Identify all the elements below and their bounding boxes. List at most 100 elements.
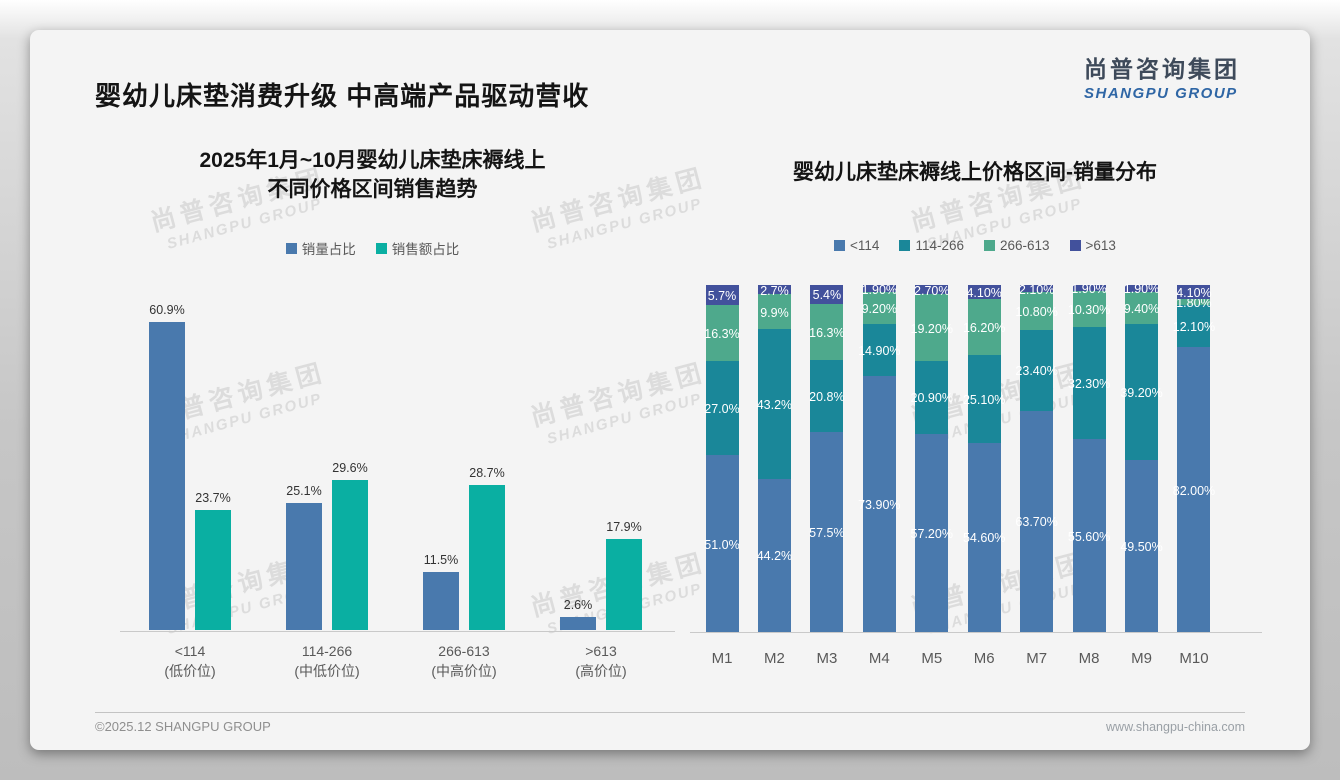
bar-value-label: 28.7% (469, 465, 505, 480)
segment->613-M6 (967, 285, 1001, 300)
segment-value-label: 32.30% (1067, 377, 1111, 392)
x-axis-label-line2: (高价位) (575, 663, 627, 680)
legend-swatch-icon (1069, 240, 1081, 251)
segment->613-M1 (705, 285, 739, 305)
legend-swatch-icon (375, 242, 387, 254)
segment-value-label: 16.3% (809, 326, 845, 341)
bar-销售额占比-266-613 (469, 484, 505, 630)
segment-<114-M2 (757, 478, 791, 632)
page-title: 婴幼儿床垫消费升级 中高端产品驱动营收 (95, 81, 590, 111)
legend-item: 销售额占比 (375, 238, 460, 258)
bar-销售额占比-114-266 (332, 480, 368, 630)
segment-114-266-M9 (1125, 324, 1159, 461)
segment-value-label: 1.90% (861, 282, 898, 297)
bar-销量占比->613 (560, 616, 596, 630)
left-chart-plot: 60.9% 25.1% 11.5% 2.6% 23.7% 29.6% 28.7% 17.9% (125, 285, 670, 630)
logo-english-text: SHANGPU GROUP (1084, 85, 1238, 102)
legend-item: 266-613 (983, 238, 1050, 253)
segment-266-613-M3 (810, 303, 844, 361)
segment-value-label: 5.4% (812, 288, 842, 303)
slide: 尚普咨询集团 SHANGPU GROUP 尚普咨询集团 SHANGPU GROUP 尚普… (30, 30, 1310, 750)
bar-销量占比-<114 (149, 321, 185, 630)
x-axis-label-M1: M1 (711, 650, 733, 667)
segment-114-266-M10 (1177, 305, 1211, 348)
right-chart-legend: <114 114-266 266-613 >613 (695, 238, 1255, 253)
legend-label: 销售额占比 (391, 242, 460, 257)
bar-value-label: 23.7% (195, 491, 231, 506)
legend-label: 销量占比 (301, 242, 356, 257)
bar-value-label: 60.9% (149, 302, 185, 317)
x-axis-label->613: >613 (高价位) (536, 641, 666, 682)
segment->613-M4 (862, 285, 896, 292)
segment-value-label: 23.40% (1015, 364, 1058, 379)
x-axis-label-M4: M4 (868, 650, 890, 667)
segment-114-266-M1 (705, 361, 739, 456)
segment->613-M5 (915, 285, 949, 295)
x-axis-label-M10: M10 (1179, 650, 1209, 667)
x-axis-label-line2: (中低价位) (294, 663, 360, 680)
segment->613-M3 (810, 285, 844, 304)
segment->613-M9 (1125, 285, 1159, 292)
x-axis-label-line2: (低价位) (164, 663, 216, 680)
segment->613-M8 (1072, 284, 1106, 292)
segment-<114-M6 (967, 442, 1001, 632)
segment-value-label: 20.90% (910, 391, 953, 406)
legend-item: >613 (1069, 238, 1116, 253)
segment-<114-M9 (1125, 460, 1159, 632)
segment-value-label: 1.80% (1176, 296, 1212, 311)
x-axis-label-M5: M5 (921, 650, 943, 667)
segment-value-label: 51.0% (704, 537, 740, 552)
x-axis-label-line1: <114 (174, 643, 206, 659)
x-axis-label-line1: 266-613 (438, 643, 490, 659)
segment-<114-M10 (1177, 347, 1211, 632)
segment-114-266-M6 (967, 355, 1001, 443)
bar-value-label: 29.6% (332, 461, 368, 476)
segment-<114-M4 (862, 375, 896, 632)
segment-value-label: 19.20% (910, 321, 953, 336)
segment-114-266-M5 (915, 361, 949, 434)
legend-label: 266-613 (999, 238, 1050, 253)
segment-value-label: 4.10% (1176, 286, 1212, 301)
legend-swatch-icon (899, 240, 911, 251)
x-axis-label-M3: M3 (816, 650, 838, 667)
legend-item: 114-266 (899, 238, 964, 253)
bar-value-label: 25.1% (286, 484, 322, 498)
x-axis-label-M8: M8 (1078, 650, 1100, 667)
segment-266-613-M4 (862, 291, 896, 324)
segment-114-266-M3 (810, 360, 844, 433)
segment-value-label: 43.2% (756, 397, 793, 412)
segment-<114-M7 (1020, 410, 1054, 632)
segment-value-label: 82.00% (1172, 483, 1216, 498)
segment-<114-M5 (915, 433, 949, 632)
segment-value-label: 39.20% (1120, 386, 1163, 401)
logo-chinese-text: 尚普咨询集团 (1084, 56, 1240, 82)
segment-114-266-M2 (757, 328, 791, 479)
x-axis-label-266-613: 266-613 (中高价位) (399, 641, 529, 682)
segment-value-label: 55.60% (1067, 529, 1111, 544)
segment-<114-M8 (1072, 439, 1106, 632)
footer-website: www.shangpu-china.com (1106, 720, 1245, 734)
legend-label: <114 (850, 238, 880, 253)
x-axis-label-M6: M6 (973, 650, 995, 667)
segment->613-M2 (757, 285, 791, 295)
segment-value-label: 25.10% (962, 393, 1006, 407)
segment-value-label: 1.90% (1071, 281, 1107, 296)
x-axis-label-M2: M2 (764, 650, 785, 667)
left-chart-x-axis (120, 631, 675, 632)
segment-value-label: 5.7% (707, 288, 737, 303)
legend-swatch-icon (983, 240, 995, 251)
bar-value-label: 2.6% (563, 597, 593, 612)
legend-swatch-icon (285, 242, 297, 254)
x-axis-label-line2: (中高价位) (431, 663, 497, 680)
segment-value-label: 9.20% (861, 301, 898, 316)
bar-value-label: 17.9% (606, 520, 642, 535)
segment-<114-M3 (810, 432, 844, 632)
segment-value-label: 4.10% (966, 286, 1002, 301)
segment-value-label: 12.10% (1172, 320, 1216, 335)
segment->613-M7 (1020, 285, 1054, 293)
segment-value-label: 14.90% (858, 343, 901, 358)
segment-value-label: 9.9% (760, 305, 789, 320)
segment-value-label: 9.40% (1123, 301, 1160, 316)
footer-divider (95, 712, 1245, 713)
segment-value-label: 2.10% (1018, 282, 1055, 297)
